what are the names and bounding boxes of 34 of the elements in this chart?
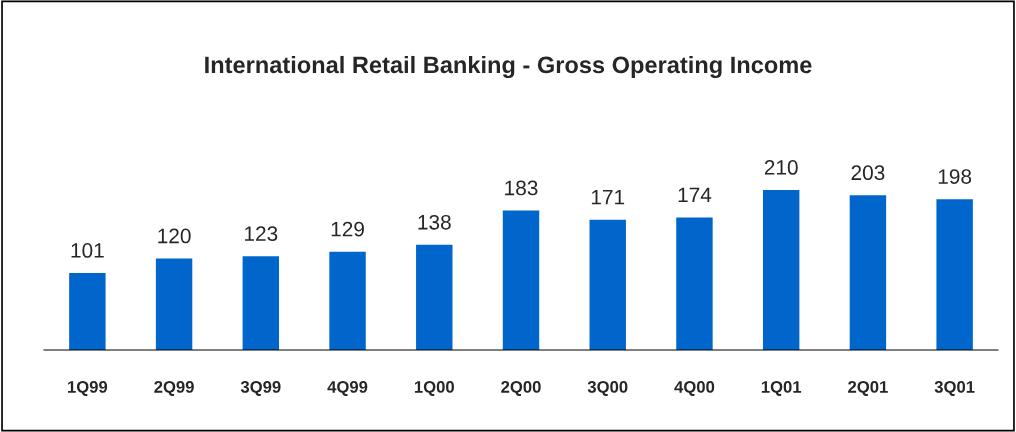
x-tick-label: 1Q99 [68,381,108,396]
x-tick-label: 4Q00 [674,381,715,396]
data-label: 210 [764,160,798,175]
data-label: 120 [158,228,191,244]
x-tick-label: 4Q99 [327,381,368,396]
bar [676,217,713,350]
x-tick-label: 2Q99 [154,381,194,396]
bar [242,256,280,350]
data-label: 198 [938,169,972,184]
x-tick-label: 3Q99 [240,381,281,396]
data-label: 183 [505,180,538,196]
chart-title: International Retail Banking - Gross Operating Income [205,55,812,79]
x-tick-label: 2Q01 [848,381,888,396]
data-label: 171 [591,189,625,205]
data-label: 203 [851,165,885,181]
x-tick-label: 3Q00 [587,381,628,396]
data-label: 138 [418,214,451,230]
data-label: 129 [331,221,364,237]
bar [936,199,973,350]
x-tick-label: 1Q00 [414,381,454,396]
x-tick-label: 3Q01 [934,381,975,396]
bar [69,273,106,350]
bar [762,190,800,350]
bar [329,251,366,350]
bar [155,258,193,350]
bar [502,210,540,350]
data-label: 123 [245,226,278,242]
data-label: 101 [71,243,104,258]
x-tick-label: 1Q01 [761,381,802,396]
bar [849,195,887,350]
data-label: 174 [678,187,712,202]
bar [589,219,626,350]
x-tick-label: 2Q00 [501,381,541,396]
bar [416,244,453,350]
